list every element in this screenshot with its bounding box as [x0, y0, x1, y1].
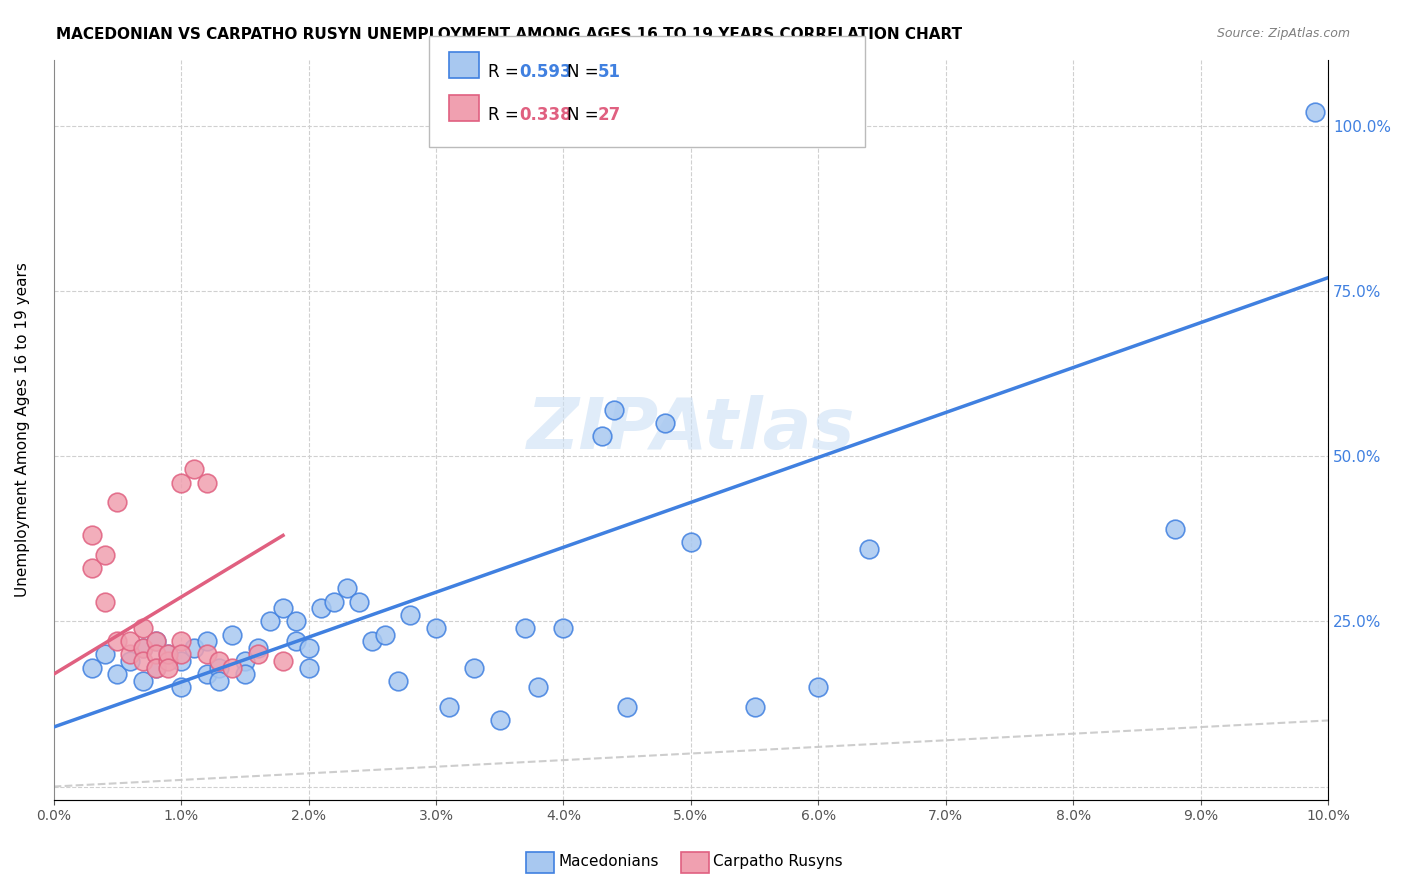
Point [208, 660, 231, 674]
Point [80, 561, 103, 575]
Text: R =: R = [488, 63, 524, 81]
Point [233, 654, 256, 668]
Point [105, 667, 128, 681]
Point [157, 648, 180, 662]
Point [284, 615, 307, 629]
Point [616, 700, 638, 714]
Point [488, 714, 510, 728]
Point [93, 648, 115, 662]
Point [336, 582, 359, 596]
Point [349, 594, 371, 608]
Point [93, 548, 115, 562]
Y-axis label: Unemployment Among Ages 16 to 19 years: Unemployment Among Ages 16 to 19 years [15, 262, 30, 597]
Point [463, 660, 485, 674]
Text: 51: 51 [598, 63, 620, 81]
Text: N =: N = [567, 63, 603, 81]
Point [437, 700, 460, 714]
Text: Carpatho Rusyns: Carpatho Rusyns [713, 854, 842, 869]
Point [246, 648, 269, 662]
Point [309, 601, 332, 615]
Point [132, 673, 155, 688]
Point [553, 621, 575, 635]
Point [527, 681, 550, 695]
Point [374, 627, 396, 641]
Point [170, 681, 193, 695]
Text: Source: ZipAtlas.com: Source: ZipAtlas.com [1216, 27, 1350, 40]
Point [654, 416, 676, 430]
Point [145, 648, 167, 662]
Point [221, 627, 243, 641]
Point [132, 640, 155, 655]
Point [1305, 105, 1327, 120]
Point [208, 673, 231, 688]
Point [145, 634, 167, 648]
Point [515, 621, 537, 635]
Point [323, 594, 346, 608]
Point [387, 673, 409, 688]
Point [233, 667, 256, 681]
Point [246, 640, 269, 655]
Point [195, 667, 218, 681]
Text: MACEDONIAN VS CARPATHO RUSYN UNEMPLOYMENT AMONG AGES 16 TO 19 YEARS CORRELATION : MACEDONIAN VS CARPATHO RUSYN UNEMPLOYMEN… [56, 27, 962, 42]
Text: 0.593: 0.593 [519, 63, 571, 81]
Point [183, 640, 205, 655]
Point [195, 648, 218, 662]
Point [170, 654, 193, 668]
Point [221, 660, 243, 674]
Text: N =: N = [567, 106, 603, 124]
Point [744, 700, 766, 714]
Point [80, 528, 103, 542]
Point [132, 621, 155, 635]
Point [105, 495, 128, 509]
Point [132, 654, 155, 668]
Point [183, 462, 205, 476]
Point [145, 660, 167, 674]
Point [807, 681, 830, 695]
Point [105, 634, 128, 648]
Point [157, 648, 180, 662]
Point [858, 541, 880, 556]
Point [120, 648, 142, 662]
Point [1164, 522, 1187, 536]
Point [399, 607, 422, 622]
Point [603, 402, 626, 417]
Point [132, 640, 155, 655]
Point [284, 634, 307, 648]
Point [145, 634, 167, 648]
Point [93, 594, 115, 608]
Point [297, 660, 319, 674]
Text: Macedonians: Macedonians [558, 854, 658, 869]
Point [157, 660, 180, 674]
Point [208, 654, 231, 668]
Point [425, 621, 447, 635]
Point [591, 429, 613, 443]
Point [170, 634, 193, 648]
Point [297, 640, 319, 655]
Point [120, 634, 142, 648]
Point [361, 634, 384, 648]
Point [195, 634, 218, 648]
Point [145, 660, 167, 674]
Point [120, 654, 142, 668]
Text: 0.338: 0.338 [519, 106, 571, 124]
Text: 27: 27 [598, 106, 621, 124]
Text: R =: R = [488, 106, 524, 124]
Point [195, 475, 218, 490]
Point [271, 601, 294, 615]
Text: ZIPAtlas: ZIPAtlas [527, 395, 855, 464]
Point [259, 615, 281, 629]
Point [170, 648, 193, 662]
Point [80, 660, 103, 674]
Point [271, 654, 294, 668]
Point [679, 535, 702, 549]
Point [157, 654, 180, 668]
Point [170, 475, 193, 490]
